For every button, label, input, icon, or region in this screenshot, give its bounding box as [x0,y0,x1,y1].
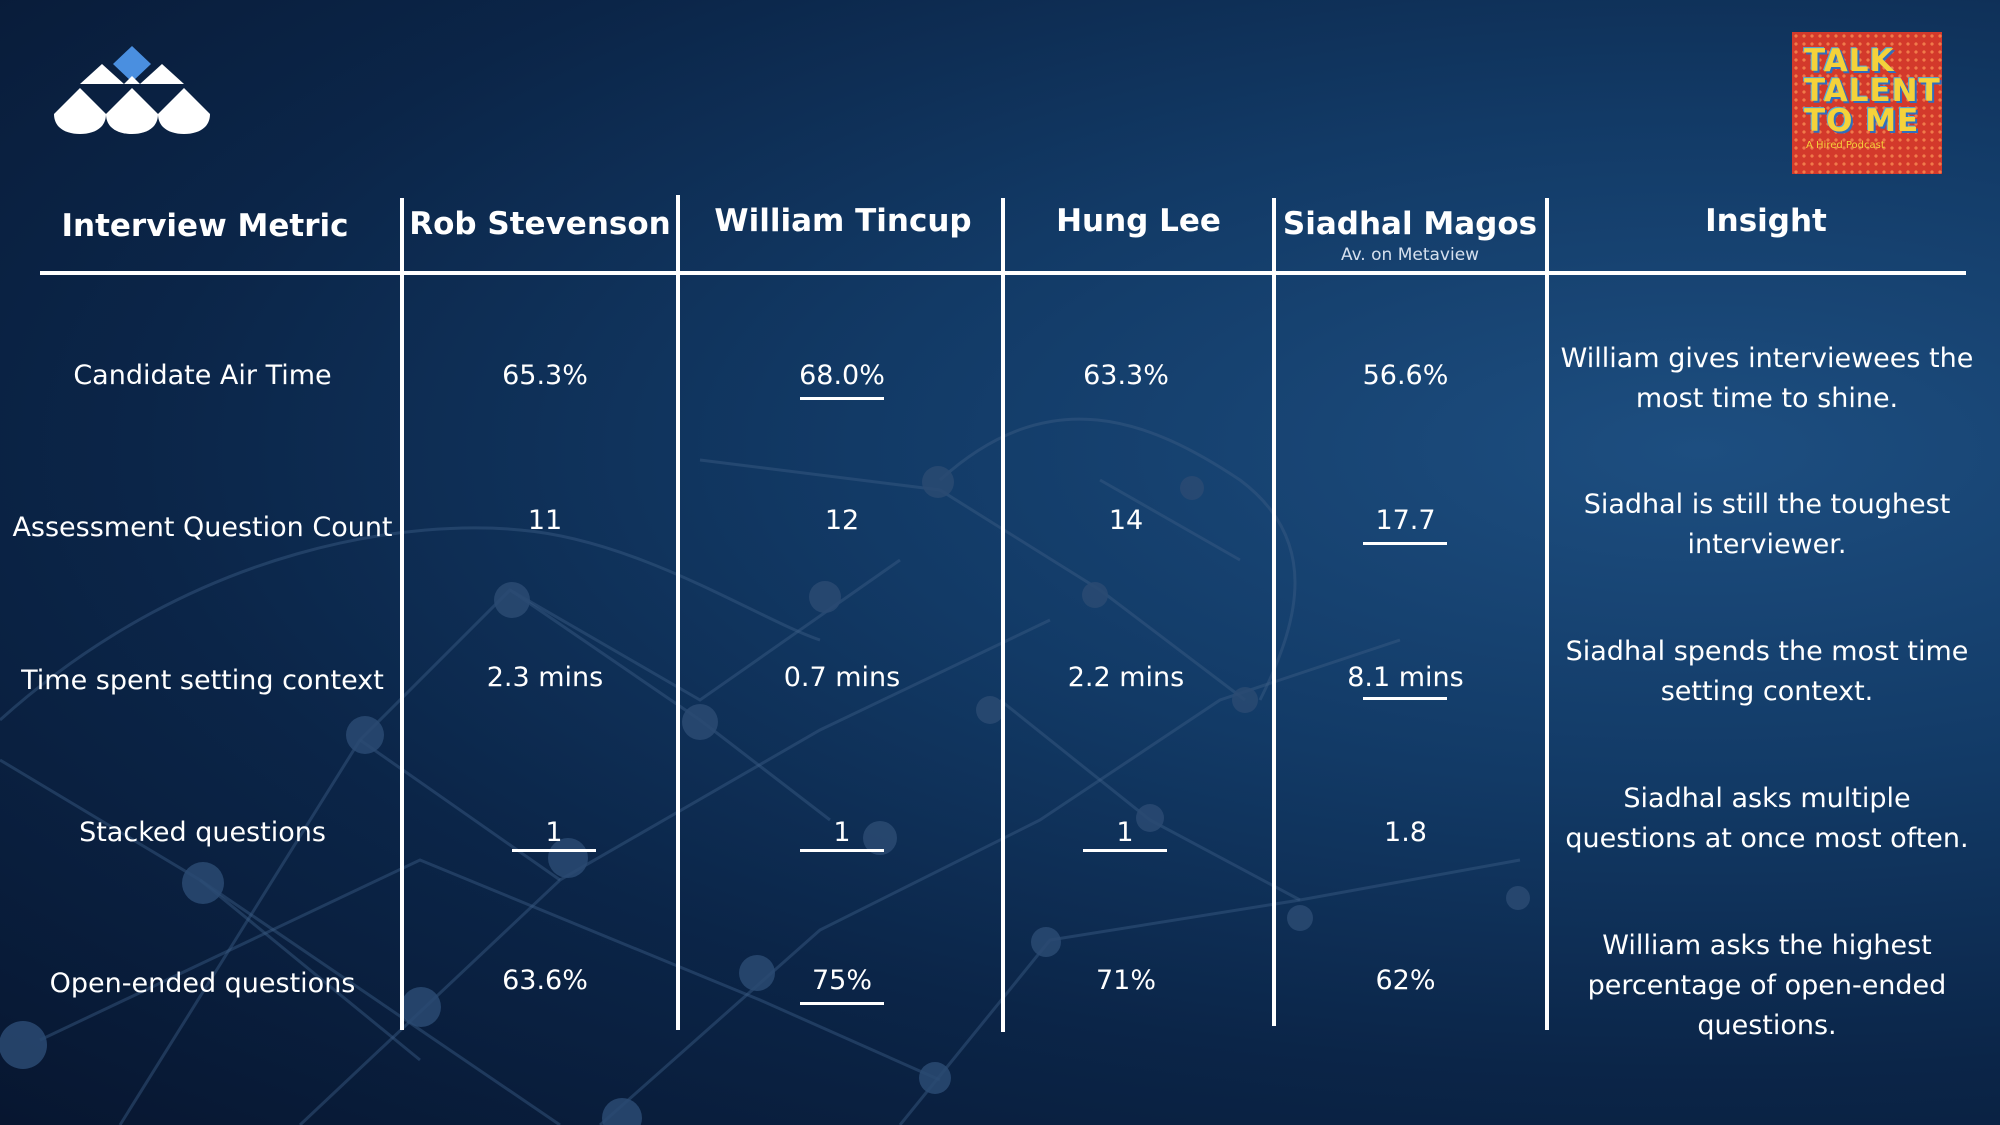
value-hung-stacked: 1 [1116,817,1134,848]
header-hung-lee: Hung Lee [1056,203,1221,239]
insight-context-time: Siadhal spends the most time setting con… [1565,636,1969,707]
insight-stacked: Siadhal asks multiple questions at once … [1565,783,1969,854]
value-siadhal-air-time: 56.6% [1362,360,1449,391]
metric-assessment-question-count: Assessment Question Count [12,512,393,543]
column-divider [1545,198,1549,1030]
highlight-underline [800,849,884,852]
highlight-underline [1363,542,1447,545]
metric-stacked-questions: Stacked questions [79,817,326,848]
header-insight: Insight [1705,203,1827,239]
value-hung-open-ended: 71% [1095,965,1156,996]
value-rob-stacked: 1 [545,817,563,848]
column-divider [676,195,680,1030]
highlight-underline [800,1002,884,1005]
column-divider [400,198,404,1030]
column-divider [1001,198,1005,1032]
metric-open-ended-questions: Open-ended questions [49,968,356,999]
value-siadhal-question-count: 17.7 [1375,505,1436,536]
value-william-context-time: 0.7 mins [783,662,901,693]
value-william-stacked: 1 [833,817,851,848]
highlight-underline [800,397,884,400]
podcast-logo-subtitle: A Hired Podcast [1806,140,1885,151]
column-divider [1272,198,1276,1026]
highlight-underline [1363,697,1447,700]
value-rob-question-count: 11 [527,505,563,536]
highlight-underline [1083,849,1167,852]
metric-candidate-air-time: Candidate Air Time [73,360,332,391]
value-william-air-time: 68.0% [799,360,885,391]
value-rob-context-time: 2.3 mins [486,662,604,693]
value-siadhal-stacked: 1.8 [1384,817,1427,848]
value-hung-air-time: 63.3% [1083,360,1169,391]
value-william-open-ended: 75% [811,965,872,996]
value-hung-context-time: 2.2 mins [1067,662,1185,693]
podcast-logo-line-3: TO ME [1804,103,1920,139]
highlight-underline [512,849,596,852]
insight-air-time: William gives interviewees the most time… [1560,343,1974,414]
header-rob-stevenson: Rob Stevenson [409,206,671,242]
header-william-tincup: William Tincup [714,203,972,239]
value-rob-air-time: 65.3% [502,360,588,391]
header-interview-metric: Interview Metric [61,208,349,244]
value-siadhal-context-time: 8.1 mins [1347,662,1464,693]
metric-time-setting-context: Time spent setting context [21,665,384,696]
podcast-logo-line-2: TALENT [1804,73,1941,109]
value-hung-question-count: 14 [1108,505,1144,536]
value-siadhal-open-ended: 62% [1375,965,1436,996]
podcast-logo-line-1: TALK [1804,43,1895,79]
header-siadhal-magos: Siadhal Magos [1282,206,1538,242]
talk-talent-to-me-podcast-logo: TALK TALENT TO ME A Hired Podcast [1792,32,1942,174]
insight-open-ended: William asks the highest percentage of o… [1587,930,1947,1041]
header-siadhal-subtitle: Av. on Metaview [1340,245,1480,265]
value-william-question-count: 12 [824,505,860,536]
value-rob-open-ended: 63.6% [502,965,588,996]
insight-question-count: Siadhal is still the toughest interviewe… [1583,489,1951,560]
metaview-logo-icon [54,46,210,134]
